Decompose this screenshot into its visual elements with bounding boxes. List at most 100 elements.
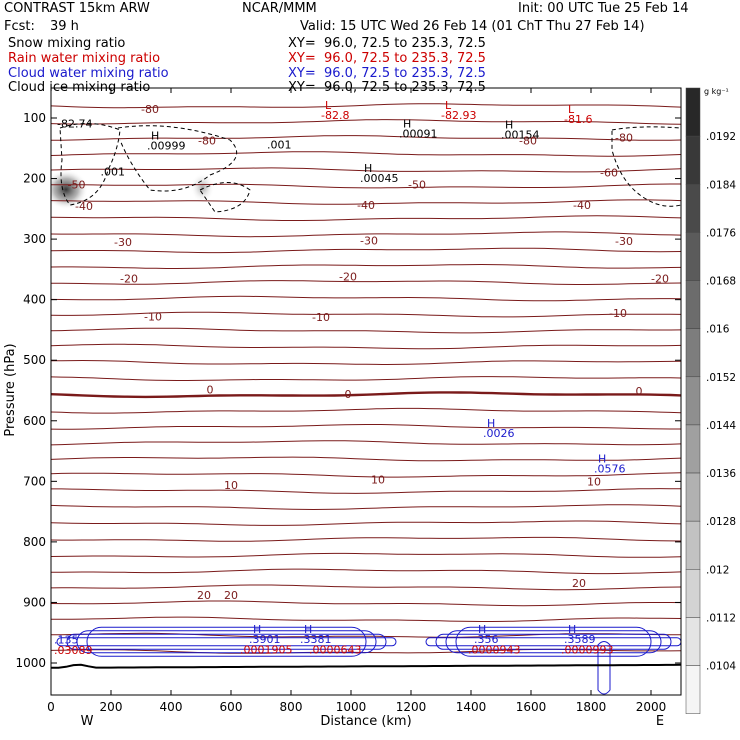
extremum-mark: H xyxy=(568,623,576,636)
y-tick-label: 800 xyxy=(23,535,46,549)
temperature-contour xyxy=(51,263,681,269)
field-xy-cloud-water: XY= 96.0, 72.5 to 235.3, 72.5 xyxy=(288,66,486,81)
y-tick-label: 700 xyxy=(23,474,46,488)
extremum-value: .135 xyxy=(54,634,79,647)
contour-label: -80 xyxy=(141,103,159,116)
contour-label: 0 xyxy=(345,388,352,401)
colorbar-tick-label: .0128 xyxy=(706,516,736,528)
y-tick-label: 200 xyxy=(23,172,46,186)
x-tick-label: 1000 xyxy=(336,700,367,714)
x-end-label-east: E xyxy=(656,714,664,729)
colorbar-tick-label: .016 xyxy=(706,324,730,336)
temperature-contour xyxy=(51,424,681,430)
snow-shading-1 xyxy=(190,172,215,203)
extremum-value: .00091 xyxy=(399,127,438,140)
temperature-contour xyxy=(51,440,681,446)
contour-label: 10 xyxy=(371,474,385,487)
contour-label: -80 xyxy=(615,131,633,144)
contour-label: 10 xyxy=(224,479,238,492)
temperature-contour xyxy=(51,391,681,399)
contour-label: -30 xyxy=(360,234,378,247)
x-tick-label: 1800 xyxy=(576,700,607,714)
colorbar-tick-label: .0176 xyxy=(706,227,736,239)
temperature-contour xyxy=(51,552,681,558)
temperature-contour xyxy=(51,407,681,414)
x-tick-label: 800 xyxy=(280,700,303,714)
contour-label: 0 xyxy=(636,385,643,398)
colorbar-tick-label: .0136 xyxy=(706,468,736,480)
contour-label: -30 xyxy=(114,236,132,249)
extremum-mark: H xyxy=(598,452,606,465)
extremum-mark: H xyxy=(304,623,312,636)
temperature-contour xyxy=(51,568,681,575)
cloud-water-contour xyxy=(425,637,681,647)
extremum-mark: L xyxy=(445,99,452,112)
y-tick-label: 1000 xyxy=(15,656,46,670)
cloud-water-contour xyxy=(56,637,397,647)
y-axis-label: Pressure (hPa) xyxy=(3,343,18,436)
colorbar-tick-label: .0152 xyxy=(706,372,736,384)
cloud-water-contour xyxy=(76,630,377,654)
temperature-contour xyxy=(51,359,681,366)
extremum-mark: H xyxy=(505,119,513,132)
temperature-contour xyxy=(51,151,681,157)
snow-shading-0 xyxy=(51,169,88,210)
extremum-value: .03089 xyxy=(54,644,93,657)
extremum-value: .356 xyxy=(474,633,499,646)
colorbar-swatch xyxy=(685,472,701,522)
cloud-water-contour xyxy=(445,630,662,654)
contour-label: -10 xyxy=(312,311,330,324)
extremum-value: .001 xyxy=(101,166,126,179)
snow-contour xyxy=(199,182,251,213)
snow-contour xyxy=(611,126,681,207)
cloud-water-contour xyxy=(435,633,672,650)
temperature-contour xyxy=(51,616,681,622)
fcst-label: Fcst: xyxy=(4,19,35,34)
contour-label: -20 xyxy=(651,272,669,285)
plot-frame xyxy=(50,87,682,696)
extremum-value: .001 xyxy=(267,138,292,151)
extremum-value: .00045 xyxy=(360,172,399,185)
x-tick-label: 1600 xyxy=(516,700,547,714)
contour-label: 0 xyxy=(207,383,214,396)
temperature-contour xyxy=(51,488,681,494)
temperature-contour xyxy=(51,199,681,205)
extremum-mark: L xyxy=(568,103,575,116)
contour-label: -80 xyxy=(198,134,216,147)
extremum-mark: H xyxy=(151,129,159,142)
cloud-water-contour xyxy=(66,633,387,650)
temperature-contour xyxy=(51,632,681,638)
field-xy-rain: XY= 96.0, 72.5 to 235.3, 72.5 xyxy=(288,51,486,66)
y-tick-label: 500 xyxy=(23,353,46,367)
colorbar-tick-label: .0168 xyxy=(706,276,736,288)
temperature-contour xyxy=(51,215,681,221)
valid-time: Valid: 15 UTC Wed 26 Feb 14 (01 ChT Thu … xyxy=(300,19,645,34)
field-label-snow: Snow mixing ratio xyxy=(8,36,126,51)
extremum-value: .0001905 xyxy=(240,643,293,656)
fcst-value: 39 h xyxy=(50,19,79,34)
x-tick-label: 600 xyxy=(220,700,243,714)
extremum-mark: L xyxy=(325,99,332,112)
cloud-water-contour xyxy=(455,626,652,657)
colorbar-tick-label: .012 xyxy=(706,564,729,576)
temperature-contour xyxy=(51,376,681,381)
contour-label: -60 xyxy=(600,167,618,180)
colorbar-swatch xyxy=(685,184,701,233)
temperature-contour xyxy=(51,456,681,462)
contour-label: -20 xyxy=(339,271,357,284)
contour-label: 20 xyxy=(197,589,211,602)
colorbar-tick-label: .0192 xyxy=(706,131,736,143)
extremum-value: -82.74 xyxy=(57,118,92,131)
temperature-contour xyxy=(51,327,681,334)
temperature-contour xyxy=(51,295,681,302)
init-time: Init: 00 UTC Tue 25 Feb 14 xyxy=(518,1,689,16)
model-title: CONTRAST 15km ARW xyxy=(4,1,150,16)
contour-label: -80 xyxy=(519,134,537,147)
x-end-label-west: W xyxy=(81,714,94,729)
colorbar-swatch xyxy=(685,520,701,570)
contour-label: 10 xyxy=(587,475,601,488)
colorbar-swatch xyxy=(685,232,701,281)
extremum-value: .0000993 xyxy=(561,643,614,656)
temperature-contour xyxy=(51,520,681,526)
